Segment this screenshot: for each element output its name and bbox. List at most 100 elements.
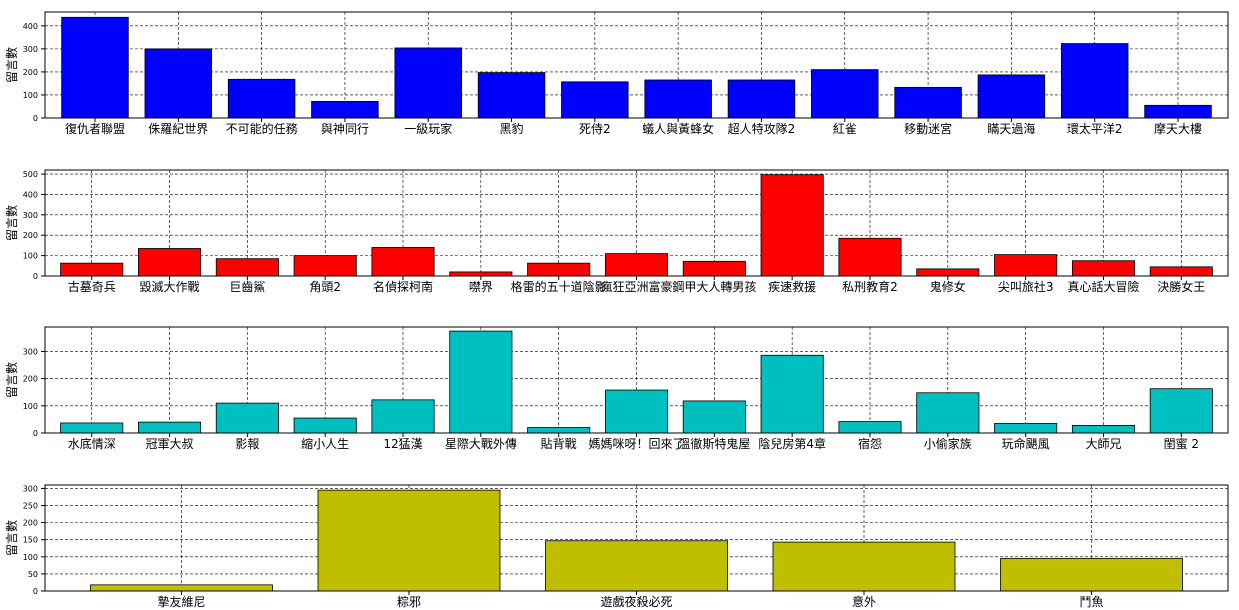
x-tick-label: 超人特攻隊2 (728, 121, 796, 136)
bar (811, 69, 879, 119)
bar (90, 584, 273, 592)
y-tick-label: 200 (23, 519, 38, 528)
bar (61, 16, 129, 119)
x-tick-label: 星際大戰外傳 (445, 437, 517, 451)
bar (60, 262, 124, 277)
bar (371, 247, 435, 277)
bar (1000, 558, 1183, 592)
y-axis-label: 留言數 (5, 47, 19, 83)
bar (682, 260, 746, 277)
y-axis-label: 留言數 (5, 205, 19, 241)
x-tick-label: 復仇者聯盟 (65, 121, 125, 136)
bar (1060, 43, 1129, 119)
bar (527, 427, 591, 434)
bar (449, 330, 513, 434)
bar (760, 354, 824, 434)
y-tick-label: 200 (23, 68, 38, 77)
x-tick-label: 環太平洋2 (1067, 121, 1123, 136)
y-tick-label: 300 (23, 347, 38, 356)
x-tick-label: 名偵探柯南 (373, 279, 433, 294)
axes-frame (44, 326, 1229, 434)
y-tick-label: 100 (23, 553, 38, 562)
x-tick-label: 遊戲夜殺必死 (600, 594, 672, 609)
chart-panel-2: 0 100 200 300 400 500 古墓奇兵 毀滅大作戰 巨齒鯊 角頭2 名偵探柯南 噤界 格雷… (5, 169, 1229, 294)
x-tick-label: 水底情深 (68, 436, 116, 451)
bar (527, 262, 591, 277)
x-tick-label: 貼背戰 (541, 436, 577, 451)
x-tick-label: 意外 (852, 594, 876, 609)
y-tick-label: 200 (23, 231, 38, 240)
x-tick-label: 尖叫旅社3 (998, 279, 1054, 294)
y-tick-label: 150 (23, 536, 38, 545)
y-tick-label: 100 (23, 252, 38, 261)
bar (994, 254, 1058, 277)
x-tick-label: 與神同行 (321, 122, 369, 136)
x-tick-label: 鬥魚 (1079, 595, 1103, 609)
x-tick-label: 私刑教育2 (842, 279, 898, 294)
bar (227, 78, 296, 119)
y-tick-label: 0 (33, 429, 38, 438)
bar (916, 268, 980, 277)
x-tick-label: 決勝女王 (1157, 279, 1205, 294)
x-tick-label: 縮小人生 (301, 436, 349, 451)
y-tick-label: 0 (33, 114, 38, 123)
x-tick-label: 黑豹 (500, 121, 524, 136)
bar (137, 421, 202, 434)
x-tick-label: 陰兒房第4章 (758, 436, 826, 451)
bar (1144, 104, 1212, 119)
bar (894, 86, 962, 119)
x-tick-label: 死侍2 (579, 122, 611, 136)
x-tick-label: 鬼修女 (930, 279, 966, 294)
bar (561, 81, 629, 119)
bar (604, 389, 669, 434)
bar (977, 74, 1046, 119)
axes-frame (44, 11, 1229, 119)
y-tick-label: 400 (23, 22, 38, 31)
axes-frame (44, 169, 1229, 277)
x-tick-label: 古墓奇兵 (68, 279, 116, 294)
bar (545, 540, 728, 592)
bar (994, 423, 1058, 434)
x-tick-label: 宿怨 (858, 436, 882, 451)
bar (644, 79, 712, 119)
x-tick-label: 玩命颶風 (1002, 436, 1050, 451)
x-tick-label: 角頭2 (309, 280, 341, 294)
bar (311, 101, 379, 119)
bar (60, 422, 124, 434)
y-tick-label: 500 (23, 170, 38, 179)
y-axis-label: 留言數 (5, 362, 19, 398)
x-tick-label: 格雷的五十道陰影 (511, 279, 607, 294)
bar (1149, 388, 1213, 434)
bar (1071, 260, 1136, 277)
bar (371, 399, 435, 434)
x-tick-label: 粽邪 (397, 594, 421, 609)
bar (1149, 266, 1213, 277)
x-tick-label: 瘋狂亞洲富豪 (600, 279, 672, 294)
x-tick-label: 閨蜜 2 (1164, 436, 1199, 451)
x-tick-label: 摩天大樓 (1154, 121, 1202, 136)
x-tick-label: 大師兄 (1085, 437, 1121, 451)
x-tick-label: 紅雀 (833, 122, 857, 136)
y-tick-label: 300 (23, 211, 38, 220)
x-tick-label: 噤界 (469, 280, 493, 294)
x-tick-label: 冠軍大叔 (146, 437, 194, 451)
x-tick-label: 毀滅大作戰 (140, 279, 200, 294)
y-tick-label: 100 (23, 402, 38, 411)
x-tick-label: 一級玩家 (404, 121, 452, 136)
x-tick-label: 侏羅紀世界 (148, 122, 208, 136)
x-tick-label: 不可能的任務 (226, 121, 298, 136)
bar (394, 47, 462, 119)
bar (293, 417, 357, 434)
bar (477, 72, 546, 119)
x-tick-label: 溫徹斯特鬼屋 (678, 436, 750, 451)
bar (916, 392, 980, 434)
axes-frame (44, 484, 1229, 592)
x-tick-label: 蟻人與黃蜂女 (642, 121, 714, 136)
x-tick-label: 影報 (235, 437, 259, 451)
x-tick-label: 媽媽咪呀！回來了 (588, 437, 684, 451)
x-tick-label: 瞞天過海 (987, 121, 1035, 136)
bar (838, 421, 902, 434)
chart-panel-3: 0 100 200 300 水底情深 冠軍大叔 影報 縮小人生 12猛漢 星際大戰外傳 貼背戰 媽媽咪… (5, 326, 1229, 451)
bar (144, 48, 213, 119)
